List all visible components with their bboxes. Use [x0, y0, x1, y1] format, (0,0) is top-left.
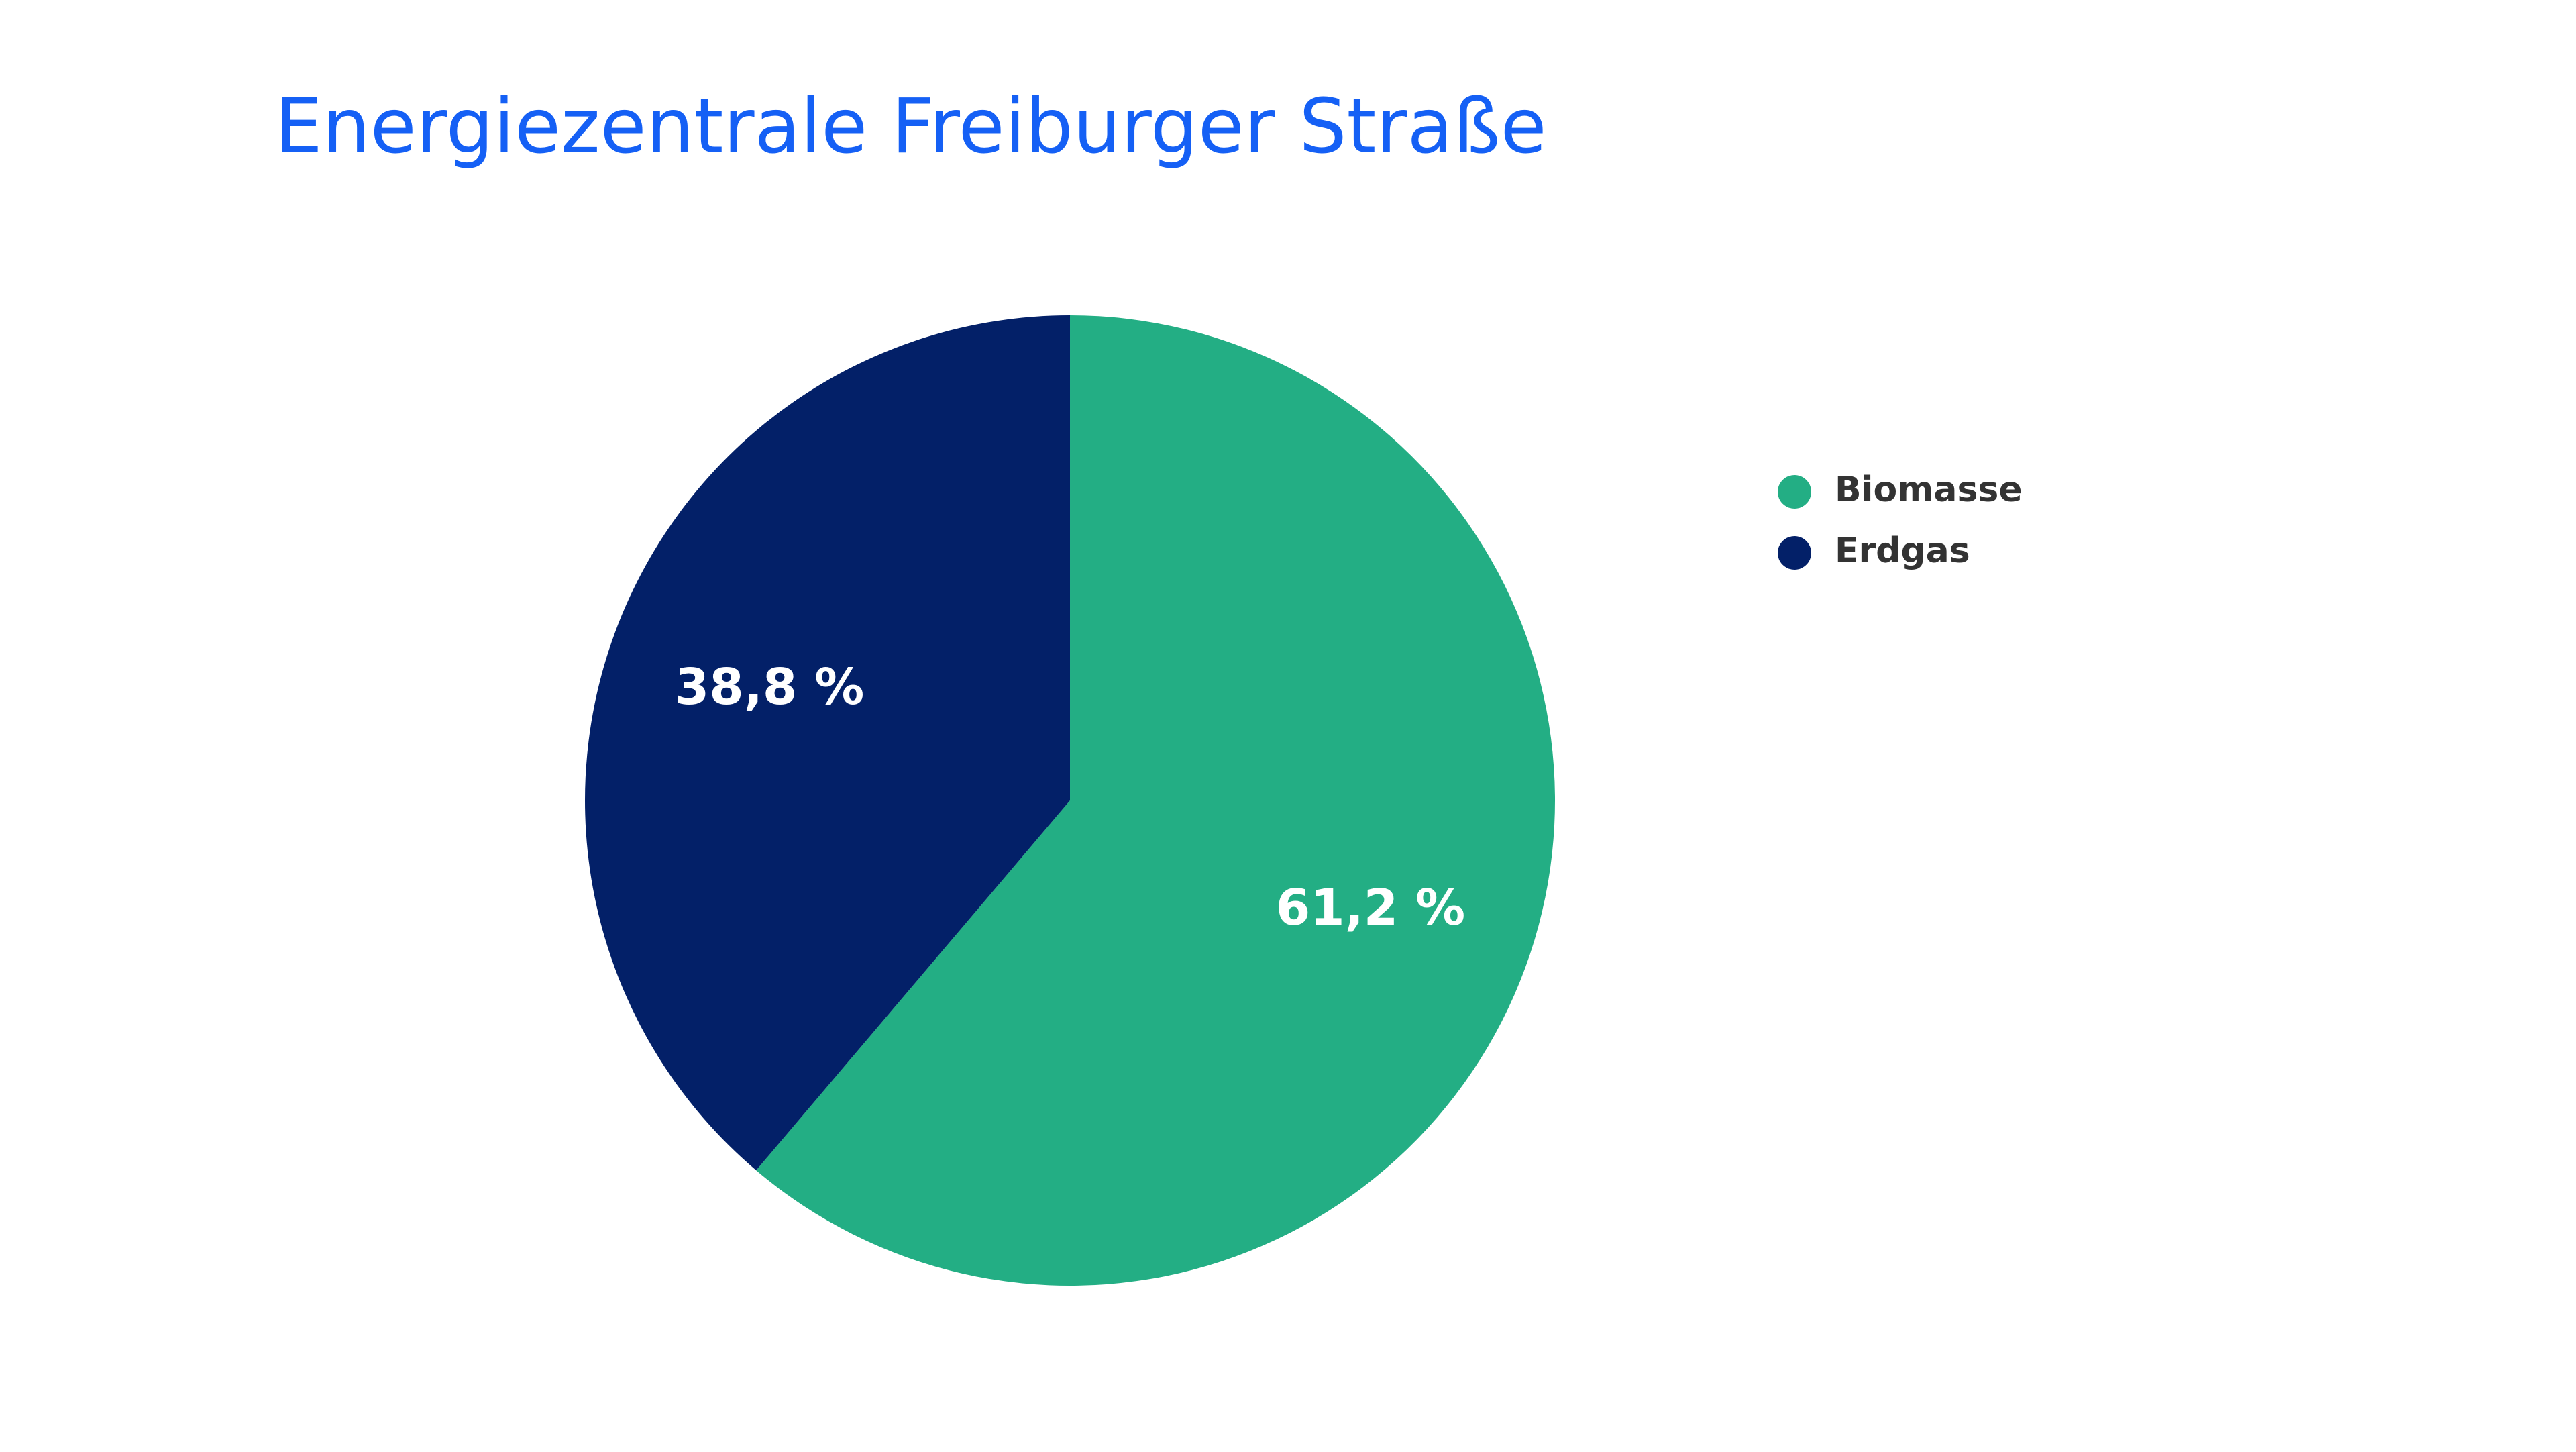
pie-slice [756, 315, 1555, 1286]
chart-title: Energiezentrale Freiburger Straße [275, 83, 1547, 170]
legend-label: Erdgas [1835, 531, 1970, 571]
legend-label: Biomasse [1835, 470, 2023, 510]
pie-slice [585, 315, 1070, 1171]
legend-marker [1778, 475, 1811, 509]
data-label: 38,8 % [675, 658, 865, 716]
legend-marker [1778, 536, 1811, 570]
data-label: 61,2 % [1276, 879, 1466, 937]
